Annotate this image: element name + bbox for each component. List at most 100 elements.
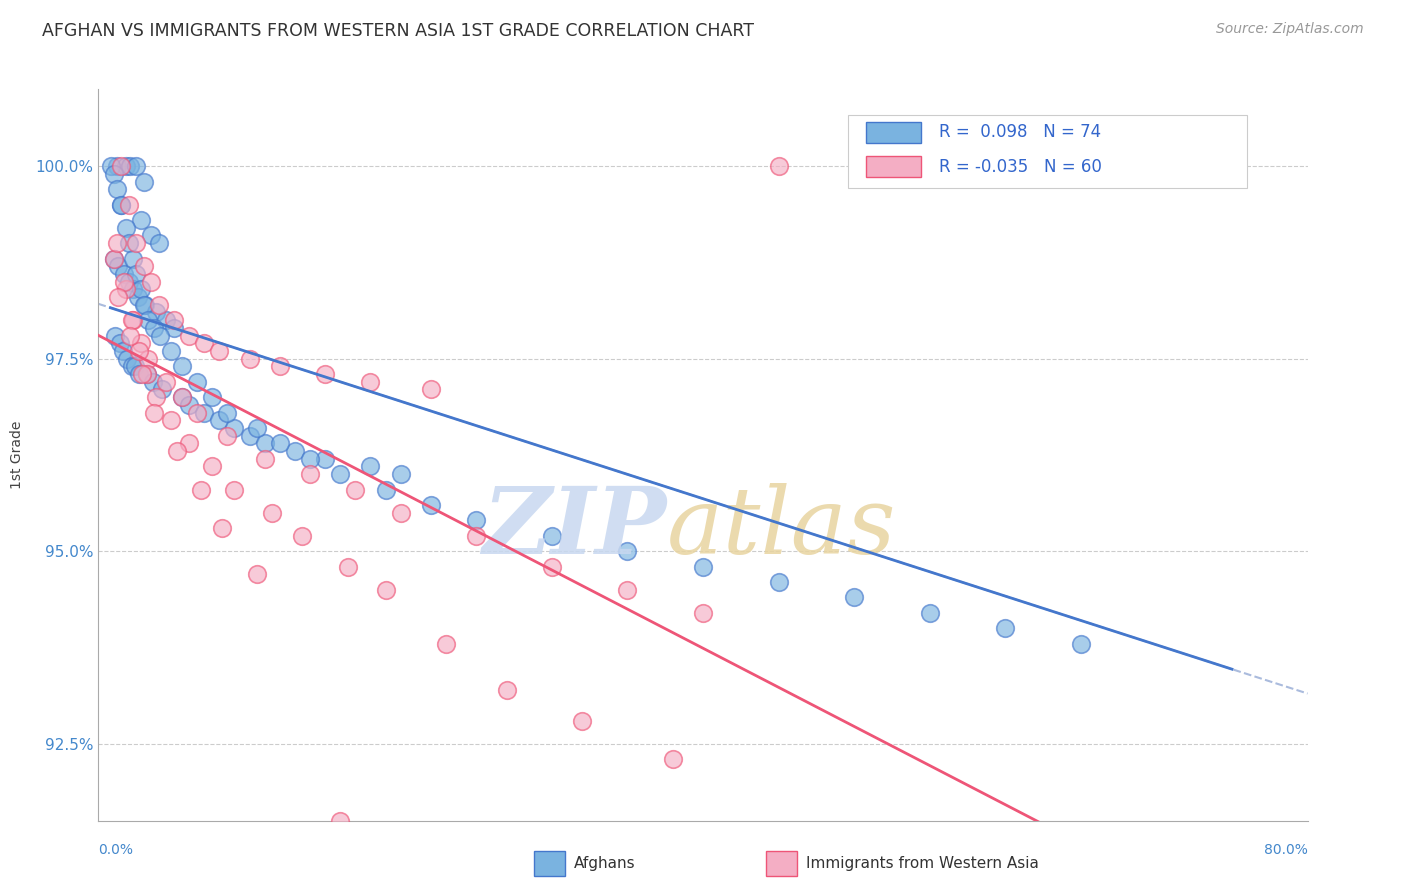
Point (540, 529, 562, 543)
Point (692, 606, 714, 620)
Point (105, 236, 128, 251)
Point (107, 290, 129, 304)
Point (135, 367, 157, 381)
Point (121, 313, 143, 327)
Point (420, 383, 443, 397)
Point (1070, 636, 1092, 650)
FancyBboxPatch shape (866, 122, 921, 143)
Point (150, 383, 173, 397)
Point (262, 506, 284, 520)
Point (148, 236, 170, 251)
Point (149, 328, 172, 343)
Point (104, 328, 127, 343)
Point (374, 483, 396, 497)
Point (208, 343, 231, 358)
Point (112, 275, 135, 289)
Point (131, 367, 153, 381)
Point (374, 582, 396, 597)
Point (291, 529, 314, 543)
FancyBboxPatch shape (848, 115, 1247, 188)
Point (360, 375, 382, 389)
Text: Source: ZipAtlas.com: Source: ZipAtlas.com (1216, 22, 1364, 37)
Point (540, 559, 562, 574)
Point (115, 351, 138, 366)
Point (118, 236, 141, 251)
Point (768, 159, 790, 173)
Point (170, 390, 193, 404)
Point (211, 521, 233, 535)
Point (299, 451, 322, 466)
Point (314, 367, 336, 381)
Point (141, 228, 163, 243)
Text: atlas: atlas (666, 483, 896, 573)
Point (129, 336, 152, 351)
Point (120, 328, 142, 343)
Point (389, 467, 412, 482)
FancyBboxPatch shape (866, 156, 921, 177)
Point (253, 436, 276, 450)
Point (145, 305, 167, 319)
Point (148, 298, 170, 312)
Point (186, 406, 208, 420)
Point (329, 467, 352, 482)
Point (389, 506, 412, 520)
Point (465, 513, 488, 527)
Point (125, 267, 148, 281)
Text: AFGHAN VS IMMIGRANTS FROM WESTERN ASIA 1ST GRADE CORRELATION CHART: AFGHAN VS IMMIGRANTS FROM WESTERN ASIA 1… (42, 22, 754, 40)
Point (110, 197, 132, 211)
Point (434, 636, 457, 650)
Point (114, 282, 136, 296)
Point (127, 290, 149, 304)
Point (224, 483, 246, 497)
Point (108, 336, 131, 351)
Point (118, 275, 141, 289)
Point (661, 752, 683, 766)
Point (103, 252, 125, 266)
Point (253, 451, 276, 466)
Point (201, 459, 224, 474)
Point (360, 459, 382, 474)
Point (111, 343, 134, 358)
Point (918, 606, 941, 620)
Point (495, 682, 517, 697)
Point (571, 714, 593, 728)
Point (103, 252, 125, 266)
Point (692, 559, 714, 574)
Point (132, 298, 155, 312)
Point (105, 159, 128, 173)
Point (136, 313, 159, 327)
Point (121, 359, 143, 374)
Point (103, 167, 125, 181)
Point (768, 574, 790, 589)
Point (170, 359, 193, 374)
Point (110, 159, 132, 173)
Point (143, 321, 166, 335)
Point (269, 359, 291, 374)
Point (143, 406, 166, 420)
Point (179, 436, 201, 450)
Point (179, 398, 201, 412)
Point (124, 359, 146, 374)
Point (166, 444, 188, 458)
Point (129, 213, 152, 227)
Point (284, 444, 307, 458)
Point (314, 451, 336, 466)
Point (100, 159, 122, 173)
Point (129, 282, 152, 296)
Text: R =  0.098   N = 74: R = 0.098 N = 74 (939, 123, 1101, 141)
Point (125, 159, 148, 173)
Point (135, 367, 157, 381)
Point (208, 413, 231, 427)
Point (141, 275, 163, 289)
Point (134, 298, 156, 312)
Point (160, 413, 183, 427)
Point (193, 406, 215, 420)
Point (114, 159, 136, 173)
Text: 0.0%: 0.0% (98, 843, 134, 857)
Point (844, 591, 866, 605)
Point (344, 483, 367, 497)
Point (120, 159, 142, 173)
Point (132, 175, 155, 189)
Point (122, 313, 145, 327)
Point (160, 343, 183, 358)
